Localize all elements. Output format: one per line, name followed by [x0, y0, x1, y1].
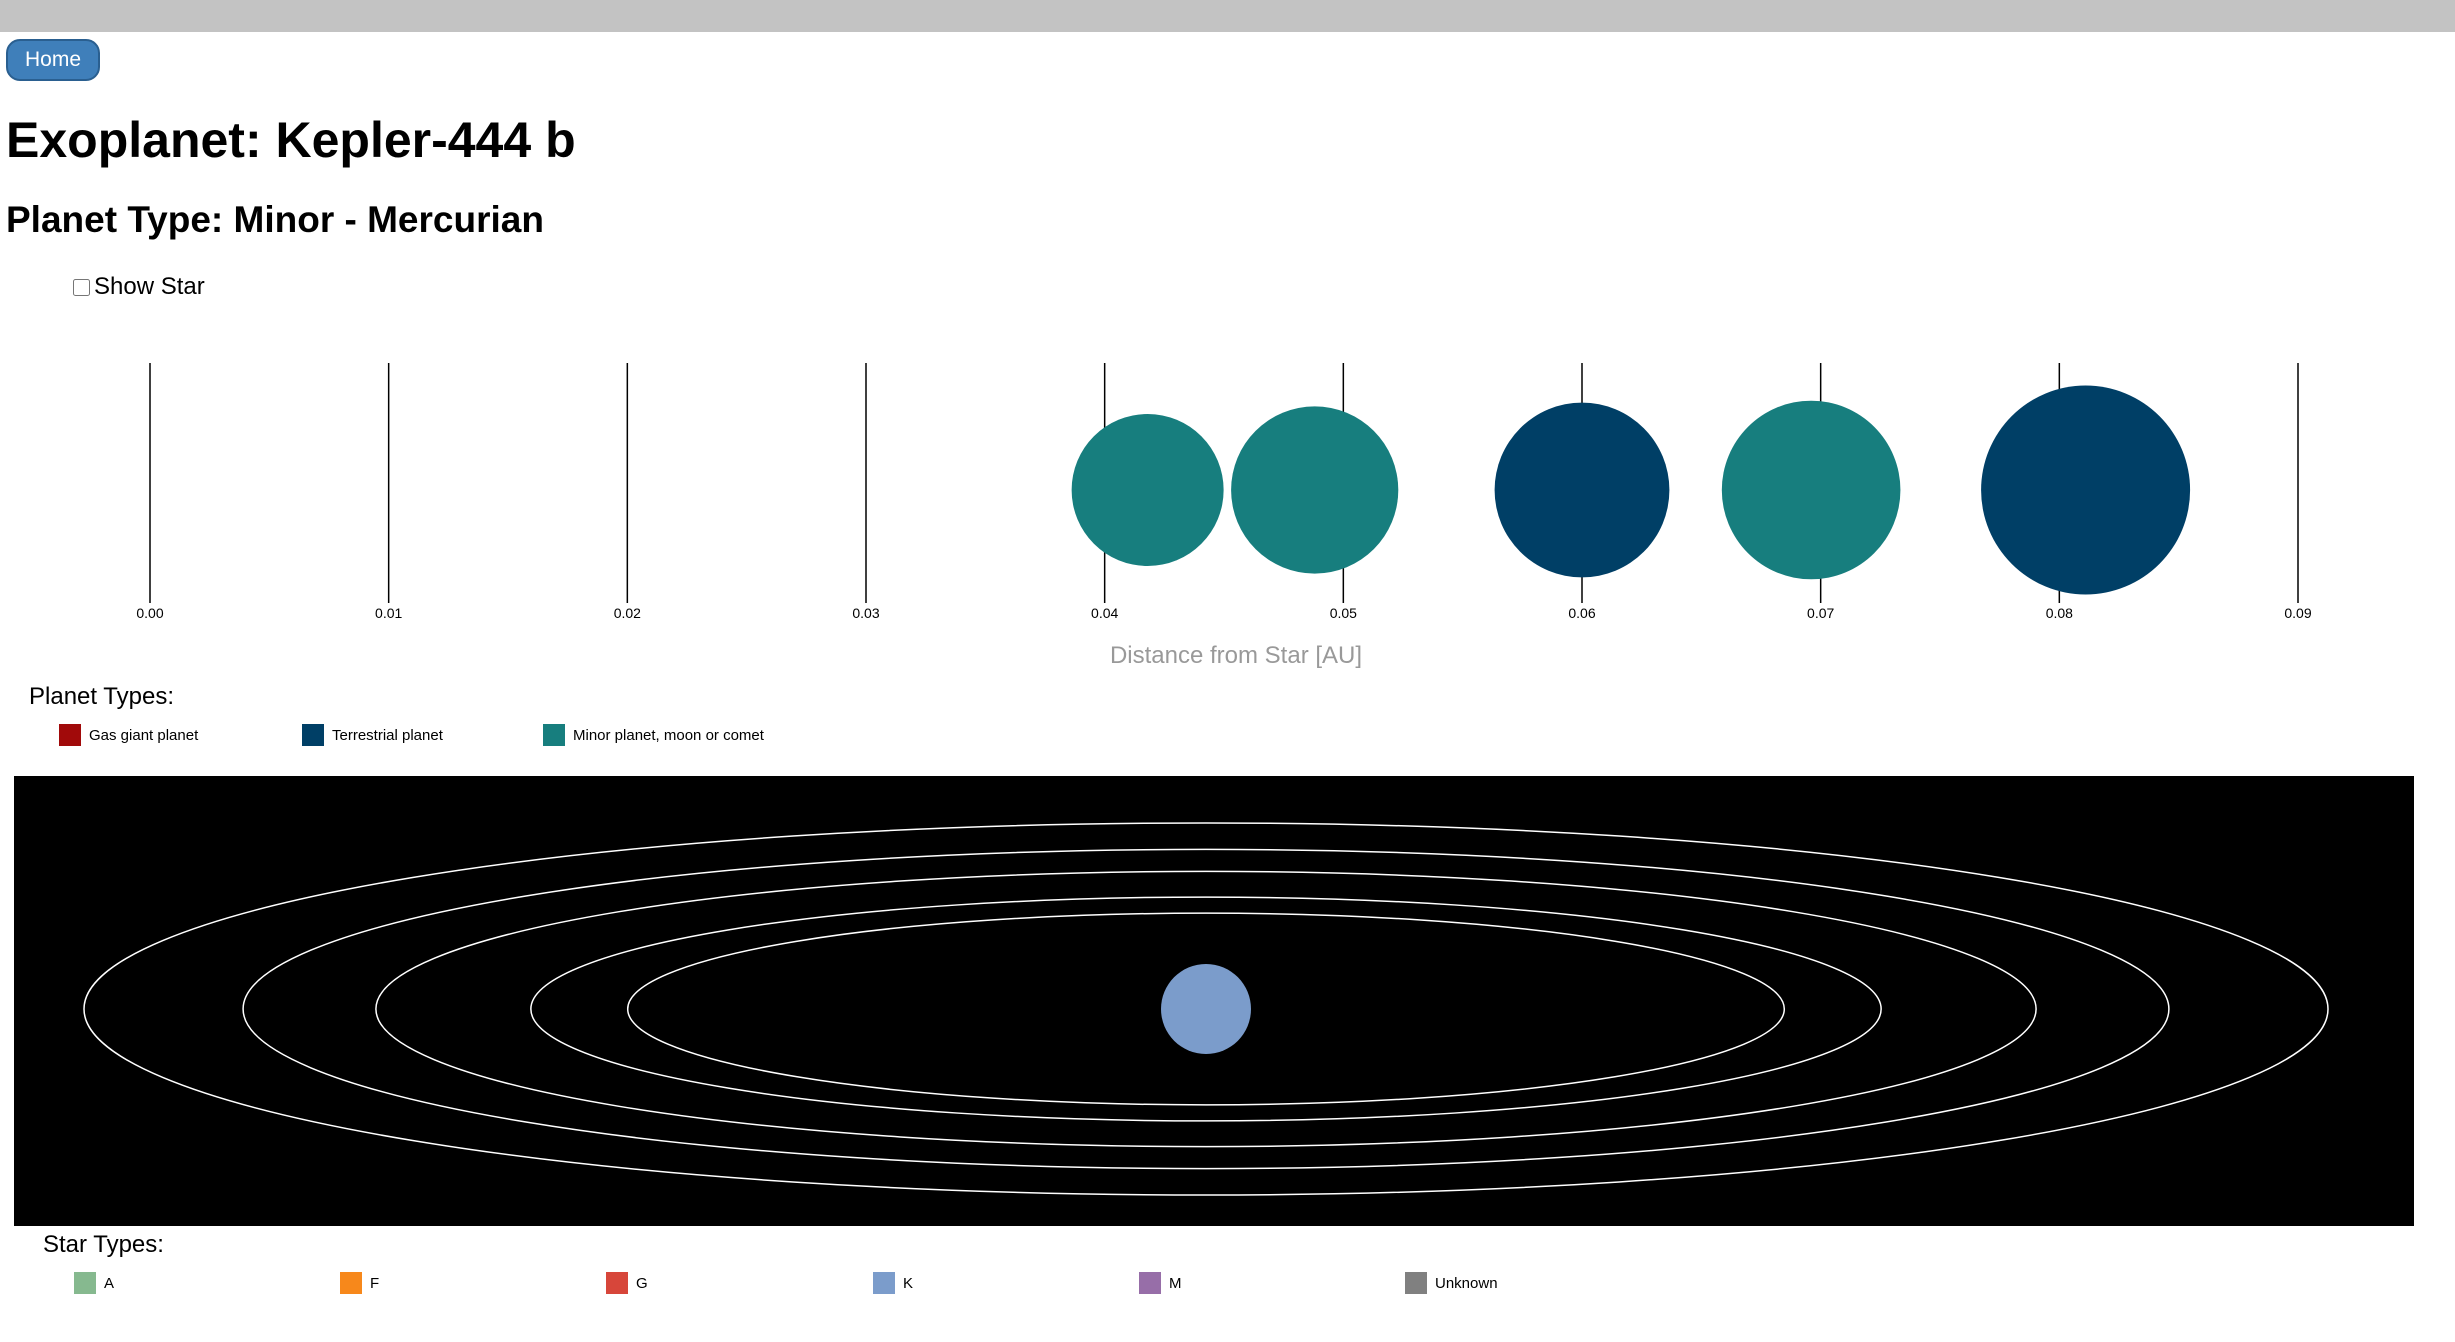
planet-marker-1[interactable]: [1231, 406, 1398, 573]
show-star-label: Show Star: [94, 272, 205, 302]
distance-chart: 0.00 0.01 0.02 0.03 0.04 0.05 0.06 0.07 0.08 0.09…: [0, 350, 2455, 680]
star-legend-heading: Star Types:: [43, 1230, 164, 1260]
planet-marker-4[interactable]: [1981, 386, 2190, 595]
legend-label: M: [1169, 1275, 1182, 1292]
x-tick-label-2: 0.02: [614, 605, 641, 621]
legend-swatch: [59, 724, 81, 746]
star-legend-k: K: [873, 1272, 913, 1294]
star-legend-a: A: [74, 1272, 114, 1294]
legend-swatch: [1405, 1272, 1427, 1294]
legend-swatch: [873, 1272, 895, 1294]
legend-minor-planet: Minor planet, moon or comet: [543, 724, 764, 746]
legend-label: K: [903, 1275, 913, 1292]
star-circle: [1161, 964, 1251, 1054]
x-tick-label-1: 0.01: [375, 605, 402, 621]
x-tick-label-5: 0.05: [1330, 605, 1357, 621]
x-tick-label-0: 0.00: [136, 605, 163, 621]
x-tick-label-9: 0.09: [2284, 605, 2311, 621]
legend-label: G: [636, 1275, 648, 1292]
star-legend-unknown: Unknown: [1405, 1272, 1498, 1294]
show-star-toggle[interactable]: Show Star: [73, 272, 205, 302]
planet-marker-0[interactable]: [1072, 414, 1224, 566]
legend-label: Unknown: [1435, 1275, 1498, 1292]
home-button[interactable]: Home: [6, 39, 100, 81]
legend-label: Minor planet, moon or comet: [573, 727, 764, 744]
legend-label: Gas giant planet: [89, 727, 198, 744]
planet-type-heading: Planet Type: Minor - Mercurian: [6, 196, 544, 244]
legend-swatch: [606, 1272, 628, 1294]
star-legend-m: M: [1139, 1272, 1182, 1294]
browser-top-bar: [0, 0, 2455, 32]
orbit-view: [14, 776, 2414, 1226]
x-tick-label-3: 0.03: [852, 605, 879, 621]
legend-label: Terrestrial planet: [332, 727, 443, 744]
x-tick-label-4: 0.04: [1091, 605, 1118, 621]
planet-legend-heading: Planet Types:: [29, 682, 174, 712]
legend-label: F: [370, 1275, 379, 1292]
x-axis-label: Distance from Star [AU]: [1110, 642, 1362, 669]
legend-swatch: [302, 724, 324, 746]
legend-terrestrial: Terrestrial planet: [302, 724, 443, 746]
x-tick-label-6: 0.06: [1568, 605, 1595, 621]
legend-gas-giant: Gas giant planet: [59, 724, 198, 746]
legend-swatch: [543, 724, 565, 746]
star-legend-g: G: [606, 1272, 648, 1294]
star-legend-f: F: [340, 1272, 379, 1294]
legend-swatch: [1139, 1272, 1161, 1294]
show-star-checkbox[interactable]: [73, 279, 90, 296]
planet-marker-3[interactable]: [1722, 401, 1901, 580]
x-tick-label-7: 0.07: [1807, 605, 1834, 621]
legend-swatch: [340, 1272, 362, 1294]
legend-swatch: [74, 1272, 96, 1294]
planet-markers: [1072, 386, 2190, 595]
planet-marker-2[interactable]: [1495, 403, 1670, 578]
legend-label: A: [104, 1275, 114, 1292]
page-title: Exoplanet: Kepler-444 b: [6, 108, 576, 172]
x-tick-label-8: 0.08: [2046, 605, 2073, 621]
